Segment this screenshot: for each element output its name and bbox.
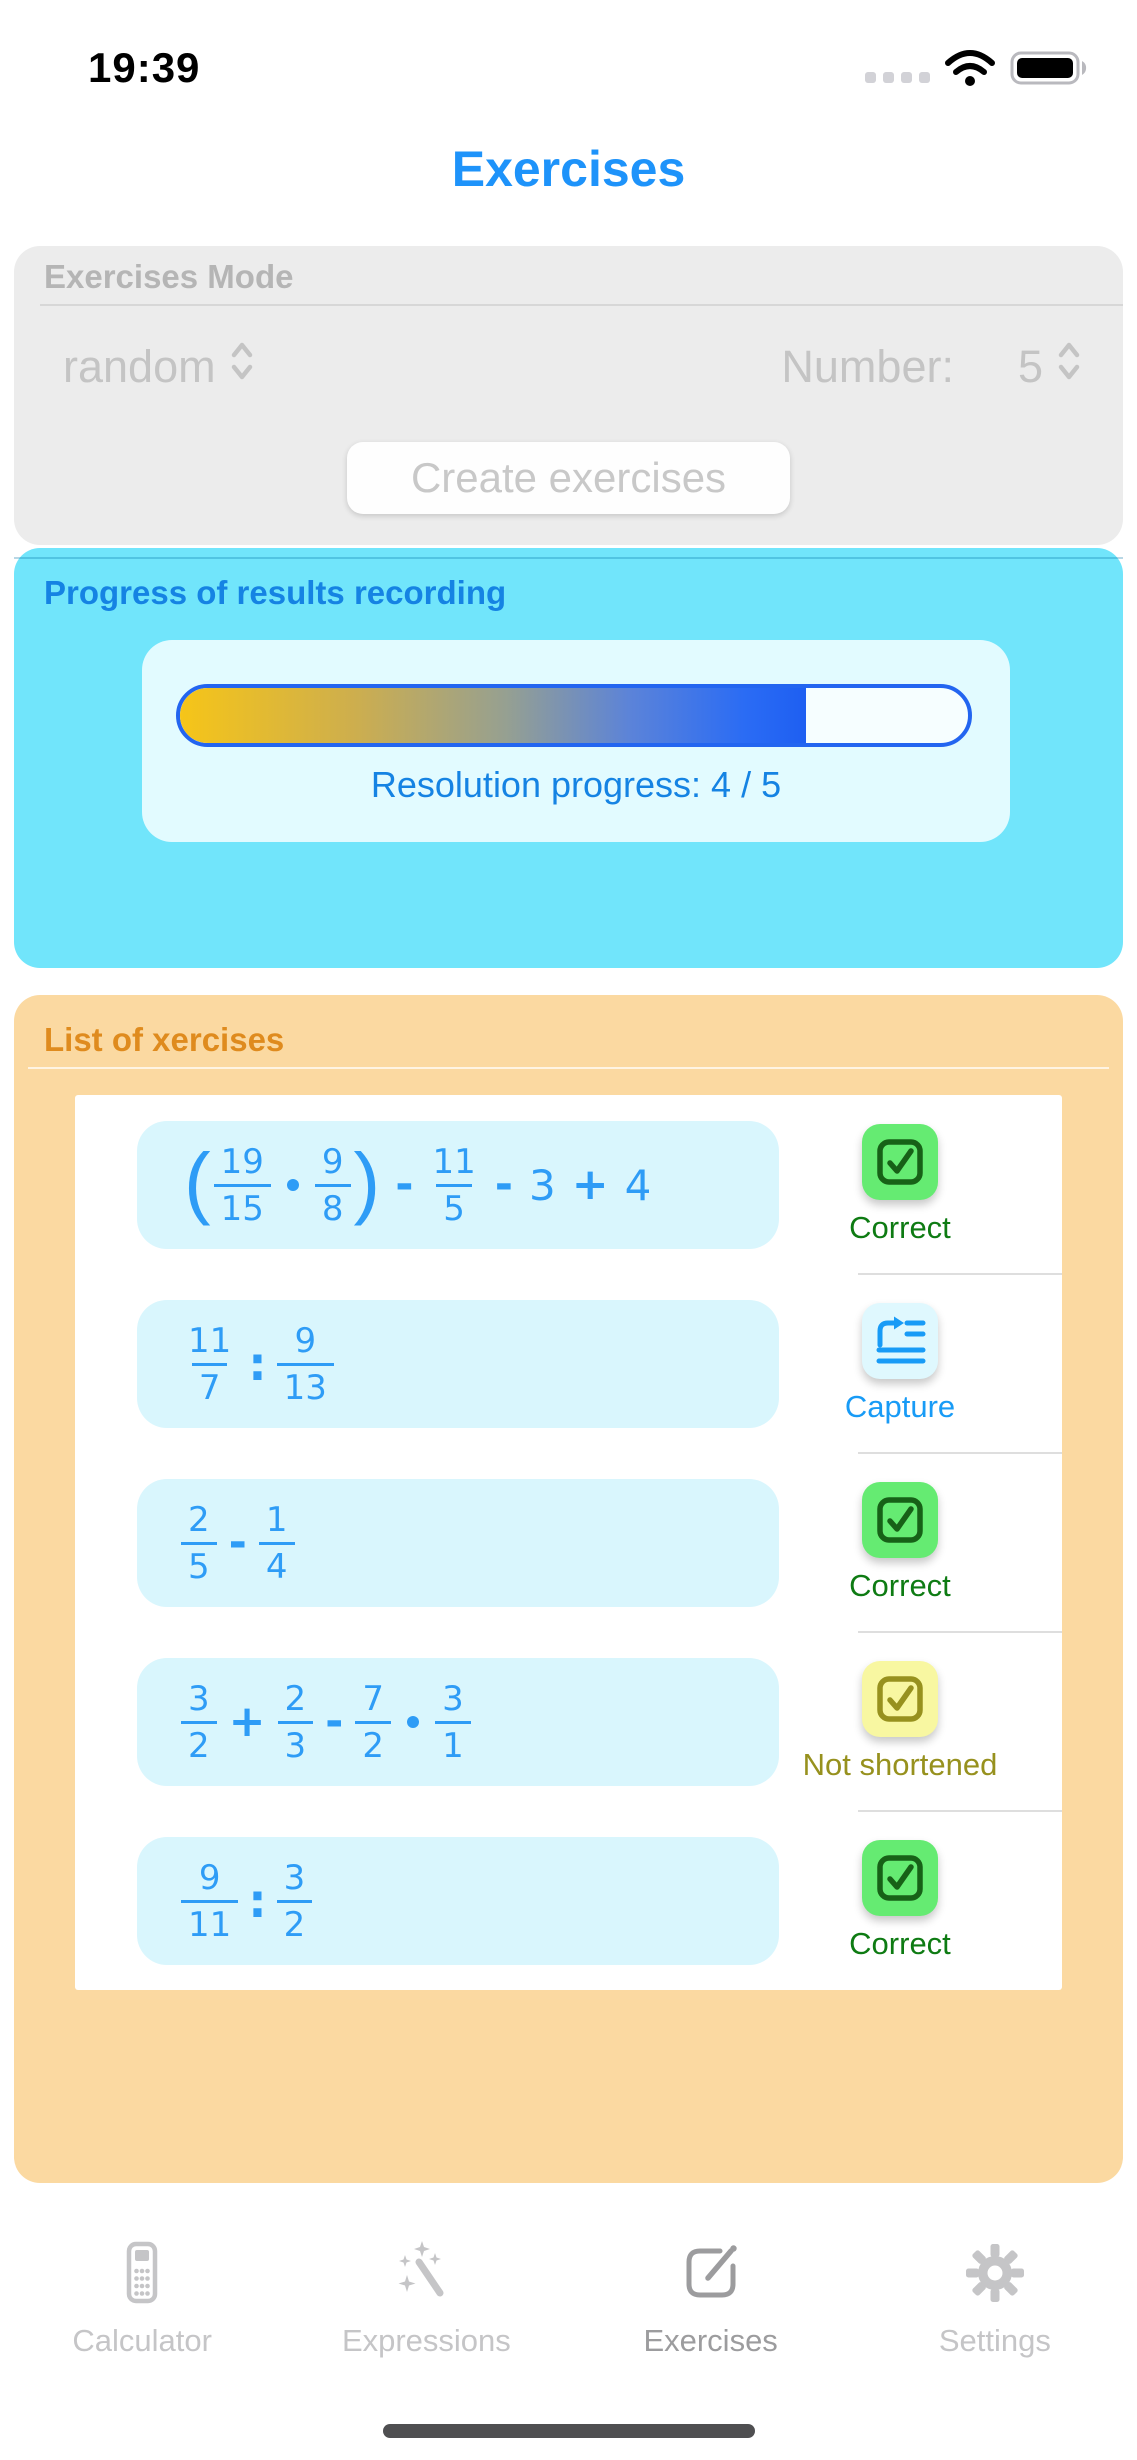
chevron-up-down-icon [1055, 338, 1083, 395]
exercise-row: (19 15 9 8) -11 5-3 +4 Correct [75, 1095, 1062, 1274]
status-cell: Correct [765, 1095, 1035, 1274]
checkbox-checked-icon[interactable] [862, 1660, 938, 1737]
number-value: 5 [1017, 340, 1043, 392]
expression-box[interactable]: 11 7:9 13 [137, 1300, 779, 1428]
cellular-icon [865, 72, 930, 83]
divider [40, 304, 1123, 306]
tab-label: Expressions [341, 2323, 511, 2358]
progress-bar [176, 684, 972, 747]
exercise-row: 9 11:3 2 Correct [75, 1810, 1062, 1990]
status-cell: Not shortened [765, 1632, 1035, 1811]
tab-expressions[interactable]: Expressions [284, 2232, 568, 2382]
status-cell: Capture [765, 1274, 1035, 1453]
checkbox-checked-icon[interactable] [862, 1481, 938, 1558]
status-label: Correct [849, 1925, 951, 1961]
mode-picker[interactable]: random [63, 338, 256, 395]
status-label: Not shortened [802, 1746, 998, 1782]
tab-label: Exercises [643, 2323, 778, 2358]
progress-fill [180, 688, 807, 743]
progress-label: Resolution progress: 4 / 5 [370, 764, 782, 805]
divider [14, 557, 1123, 559]
progress-card: Resolution progress: 4 / 5 [142, 640, 1010, 842]
tab-settings[interactable]: Settings [853, 2232, 1137, 2382]
chevron-up-down-icon [228, 338, 256, 395]
checkbox-checked-icon[interactable] [862, 1839, 938, 1916]
status-cell: Correct [765, 1811, 1035, 1990]
exercises-mode-section: Exercises Mode random Number: 5 [14, 246, 1123, 545]
home-indicator[interactable] [383, 2424, 755, 2438]
number-stepper[interactable]: 5 [1018, 338, 1083, 395]
number-label: Number: [781, 340, 954, 392]
tab-bar: Calculator Expressions [0, 2232, 1137, 2382]
expression-box[interactable]: 3 2 +2 3-7 2 3 1 [137, 1658, 779, 1786]
progress-header: Progress of results recording [44, 574, 507, 611]
status-cell: Correct [765, 1453, 1035, 1632]
status-label: Correct [849, 1567, 951, 1603]
status-label: Capture [844, 1388, 956, 1424]
exercise-rows: (19 15 9 8) -11 5-3 +4 Correct 11 7:9 13 Capture 2 5-… [75, 1095, 1062, 1990]
compose-icon [676, 2238, 746, 2313]
wifi-icon [944, 48, 996, 93]
tab-label: Settings [938, 2323, 1051, 2358]
tab-calculator[interactable]: Calculator [0, 2232, 284, 2382]
mode-picker-value: random [63, 340, 216, 392]
exercise-list-header: List of xercises [44, 1021, 285, 1058]
battery-icon [1010, 49, 1092, 92]
gear-icon [960, 2238, 1030, 2313]
exercises-mode-header: Exercises Mode [44, 258, 294, 295]
expression-box[interactable]: (19 15 9 8) -11 5-3 +4 [137, 1121, 779, 1249]
mode-row: random Number: 5 [63, 338, 1083, 395]
magic-wand-icon [391, 2238, 461, 2313]
exercise-row: 3 2 +2 3-7 2 3 1 Not shortened [75, 1631, 1062, 1811]
expression-box[interactable]: 9 11:3 2 [137, 1837, 779, 1965]
create-exercises-button[interactable]: Create exercises [347, 442, 790, 514]
divider [28, 1067, 1109, 1069]
tab-exercises[interactable]: Exercises [569, 2232, 853, 2382]
status-bar: 19:39 [0, 0, 1137, 110]
tab-label: Calculator [72, 2323, 212, 2358]
progress-section: Progress of results recording Resolution… [14, 548, 1123, 968]
exercise-list-section: List of xercises (19 15 9 8) -11 5-3 +4 Correct… [14, 995, 1123, 2183]
exercise-row: 11 7:9 13 Capture [75, 1273, 1062, 1453]
exercise-row: 2 5-1 4 Correct [75, 1452, 1062, 1632]
capture-icon[interactable] [862, 1302, 938, 1379]
status-time: 19:39 [88, 44, 201, 91]
status-label: Correct [849, 1209, 951, 1245]
page-title: Exercises [451, 141, 686, 197]
calculator-icon [107, 2238, 177, 2313]
checkbox-checked-icon[interactable] [862, 1123, 938, 1200]
